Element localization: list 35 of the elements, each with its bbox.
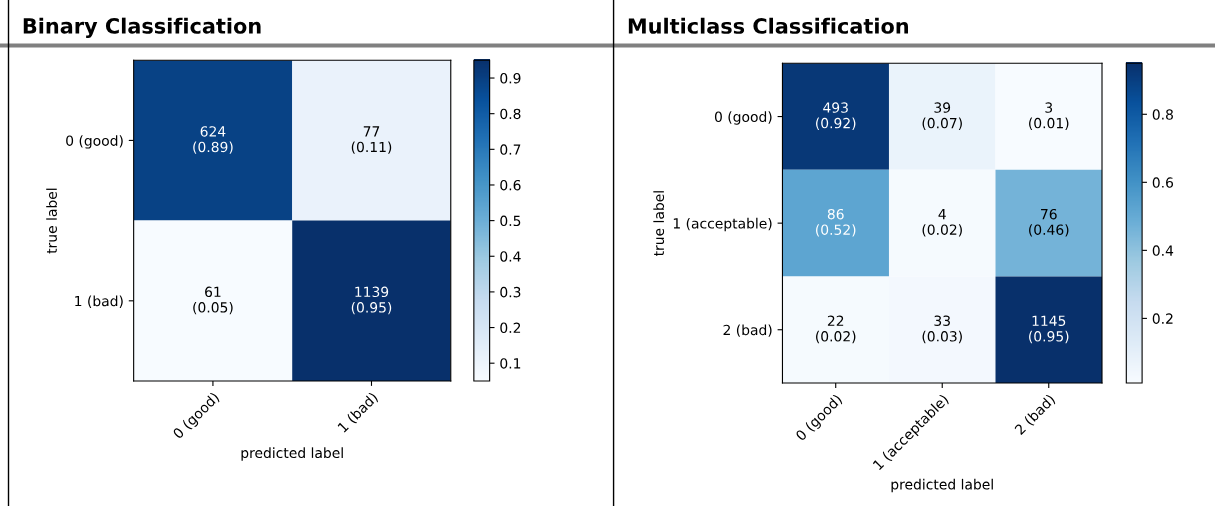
color-bar-label: 0.1 — [500, 358, 521, 369]
y-axis-title: true label — [653, 191, 665, 257]
color-bar-label: 0.4 — [500, 251, 521, 262]
color-bar-label: 0.5 — [500, 215, 521, 227]
color-bar-label: 0.2 — [1152, 313, 1173, 324]
data-label: 33 (0.03) — [922, 315, 962, 344]
data-label: 86 (0.52) — [816, 208, 856, 237]
data-label: 493 (0.92) — [816, 102, 856, 130]
y-tick-label: 2 (bad) — [723, 324, 772, 337]
chart-title: Multiclass Classification — [628, 17, 909, 34]
x-axis-title: predicted label — [891, 478, 993, 493]
data-label: 1139 (0.95) — [351, 286, 392, 315]
color-bar-label: 0.9 — [500, 73, 521, 84]
data-label: 76 (0.46) — [1029, 208, 1069, 237]
color-bar-label: 0.3 — [500, 286, 521, 298]
color-bar-label: 0.4 — [1152, 245, 1174, 256]
data-label: 3 (0.01) — [1029, 102, 1069, 130]
y-axis-title: true label — [46, 188, 57, 254]
data-label: 22 (0.02) — [816, 315, 856, 344]
data-label: 61 (0.05) — [193, 286, 233, 315]
data-label: 4 (0.02) — [922, 209, 962, 237]
x-axis-title: predicted label — [241, 447, 343, 461]
data-label: 1145 (0.95) — [1029, 315, 1069, 344]
color-bar-label: 0.7 — [500, 144, 521, 155]
chart-title: Binary Classification — [23, 17, 261, 38]
data-label: 39 (0.07) — [922, 102, 962, 130]
data-label: 77 (0.11) — [351, 126, 392, 154]
y-tick-label: 1 (acceptable) — [673, 217, 772, 232]
color-bar-label: 0.8 — [500, 108, 521, 120]
data-label: 624 (0.89) — [193, 126, 233, 154]
color-bar-label: 0.2 — [500, 322, 521, 334]
color-bar-label: 0.6 — [1152, 177, 1174, 188]
color-bar-label: 0.6 — [500, 179, 521, 191]
y-tick-label: 0 (good) — [714, 111, 772, 125]
color-bar-label: 0.8 — [1152, 109, 1173, 120]
